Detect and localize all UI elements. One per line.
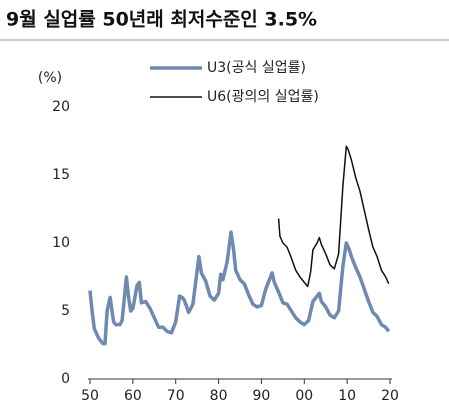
- series-line: [277, 145, 390, 288]
- x-tick-label: 90: [253, 388, 271, 404]
- y-tick-label: 5: [61, 303, 70, 319]
- x-tick-label: 60: [124, 388, 142, 404]
- legend-label: U3(공식 실업률): [207, 60, 306, 76]
- y-tick-label: 15: [52, 167, 70, 183]
- x-tick-label: 10: [338, 388, 356, 404]
- y-axis-label: (%): [38, 70, 62, 86]
- y-tick-label: 10: [52, 235, 70, 251]
- y-tick-label: 20: [52, 99, 70, 115]
- x-tick-label: 80: [210, 388, 228, 404]
- chart-title: 9월 실업률 50년래 최저수준인 3.5%: [6, 9, 317, 31]
- x-tick-label: 00: [295, 388, 313, 404]
- legend-label: U6(광의의 실업률): [207, 89, 319, 105]
- series-line: [88, 230, 391, 346]
- x-tick-label: 50: [81, 388, 99, 404]
- y-tick-label: 0: [61, 371, 70, 387]
- x-tick-label: 70: [167, 388, 185, 404]
- x-tick-label: 20: [381, 388, 399, 404]
